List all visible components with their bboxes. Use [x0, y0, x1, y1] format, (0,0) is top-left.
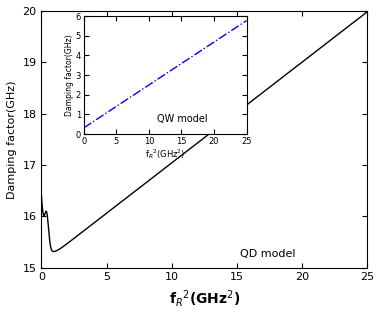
X-axis label: f$_R$$^2$(GHz$^2$): f$_R$$^2$(GHz$^2$)	[168, 288, 240, 309]
Y-axis label: Damping factor(GHz): Damping factor(GHz)	[7, 80, 17, 198]
Text: QD model: QD model	[240, 249, 295, 259]
